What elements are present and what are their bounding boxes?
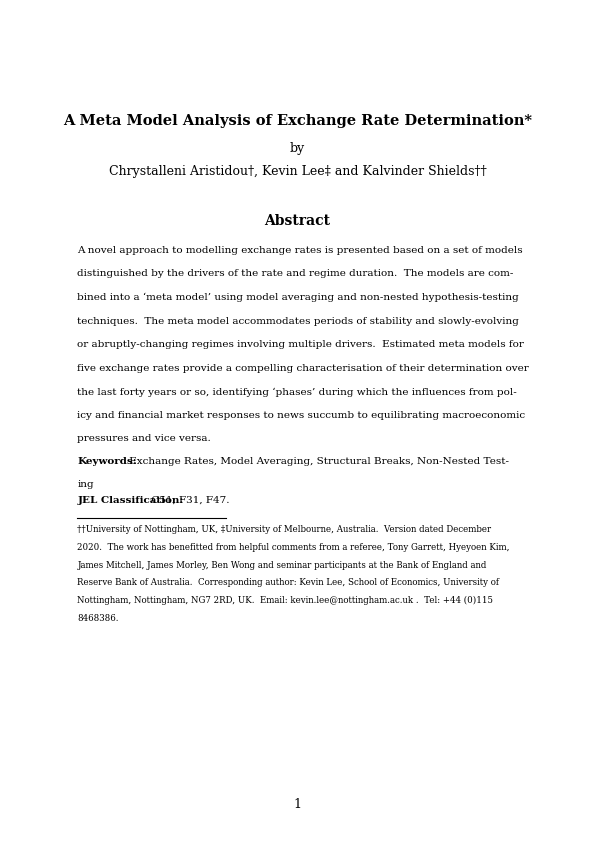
Text: the last forty years or so, identifying ‘phases’ during which the influences fro: the last forty years or so, identifying … [77, 387, 517, 397]
Text: C51, F31, F47.: C51, F31, F47. [148, 496, 229, 505]
Text: Reserve Bank of Australia.  Corresponding author: Kevin Lee, School of Economics: Reserve Bank of Australia. Corresponding… [77, 578, 499, 588]
Text: icy and financial market responses to news succumb to equilibrating macroeconomi: icy and financial market responses to ne… [77, 411, 525, 420]
Text: Nottingham, Nottingham, NG7 2RD, UK.  Email: kevin.lee@nottingham.ac.uk .  Tel: : Nottingham, Nottingham, NG7 2RD, UK. Ema… [77, 596, 493, 605]
Text: ††University of Nottingham, UK, ‡University of Melbourne, Australia.  Version da: ††University of Nottingham, UK, ‡Univers… [77, 525, 491, 535]
Text: 8468386.: 8468386. [77, 614, 119, 623]
Text: pressures and vice versa.: pressures and vice versa. [77, 434, 211, 444]
Text: distinguished by the drivers of the rate and regime duration.  The models are co: distinguished by the drivers of the rate… [77, 269, 513, 279]
Text: ing: ing [77, 480, 94, 489]
Text: A Meta Model Analysis of Exchange Rate Determination*: A Meta Model Analysis of Exchange Rate D… [63, 115, 532, 128]
Text: or abruptly-changing regimes involving multiple drivers.  Estimated meta models : or abruptly-changing regimes involving m… [77, 340, 524, 349]
Text: five exchange rates provide a compelling characterisation of their determination: five exchange rates provide a compelling… [77, 364, 529, 373]
Text: James Mitchell, James Morley, Ben Wong and seminar participants at the Bank of E: James Mitchell, James Morley, Ben Wong a… [77, 561, 487, 570]
Text: bined into a ‘meta model’ using model averaging and non-nested hypothesis-testin: bined into a ‘meta model’ using model av… [77, 293, 519, 302]
Text: by: by [290, 141, 305, 155]
Text: Abstract: Abstract [265, 214, 330, 227]
Text: A novel approach to modelling exchange rates is presented based on a set of mode: A novel approach to modelling exchange r… [77, 246, 523, 255]
Text: techniques.  The meta model accommodates periods of stability and slowly-evolvin: techniques. The meta model accommodates … [77, 317, 519, 326]
Text: Exchange Rates, Model Averaging, Structural Breaks, Non-Nested Test-: Exchange Rates, Model Averaging, Structu… [126, 457, 509, 466]
Text: JEL Classification:: JEL Classification: [77, 496, 184, 505]
Text: Keywords:: Keywords: [77, 457, 137, 466]
Text: Chrystalleni Aristidou†, Kevin Lee‡ and Kalvinder Shields††: Chrystalleni Aristidou†, Kevin Lee‡ and … [109, 165, 486, 179]
Text: 1: 1 [293, 797, 302, 811]
Text: 2020.  The work has benefitted from helpful comments from a referee, Tony Garret: 2020. The work has benefitted from helpf… [77, 543, 510, 552]
